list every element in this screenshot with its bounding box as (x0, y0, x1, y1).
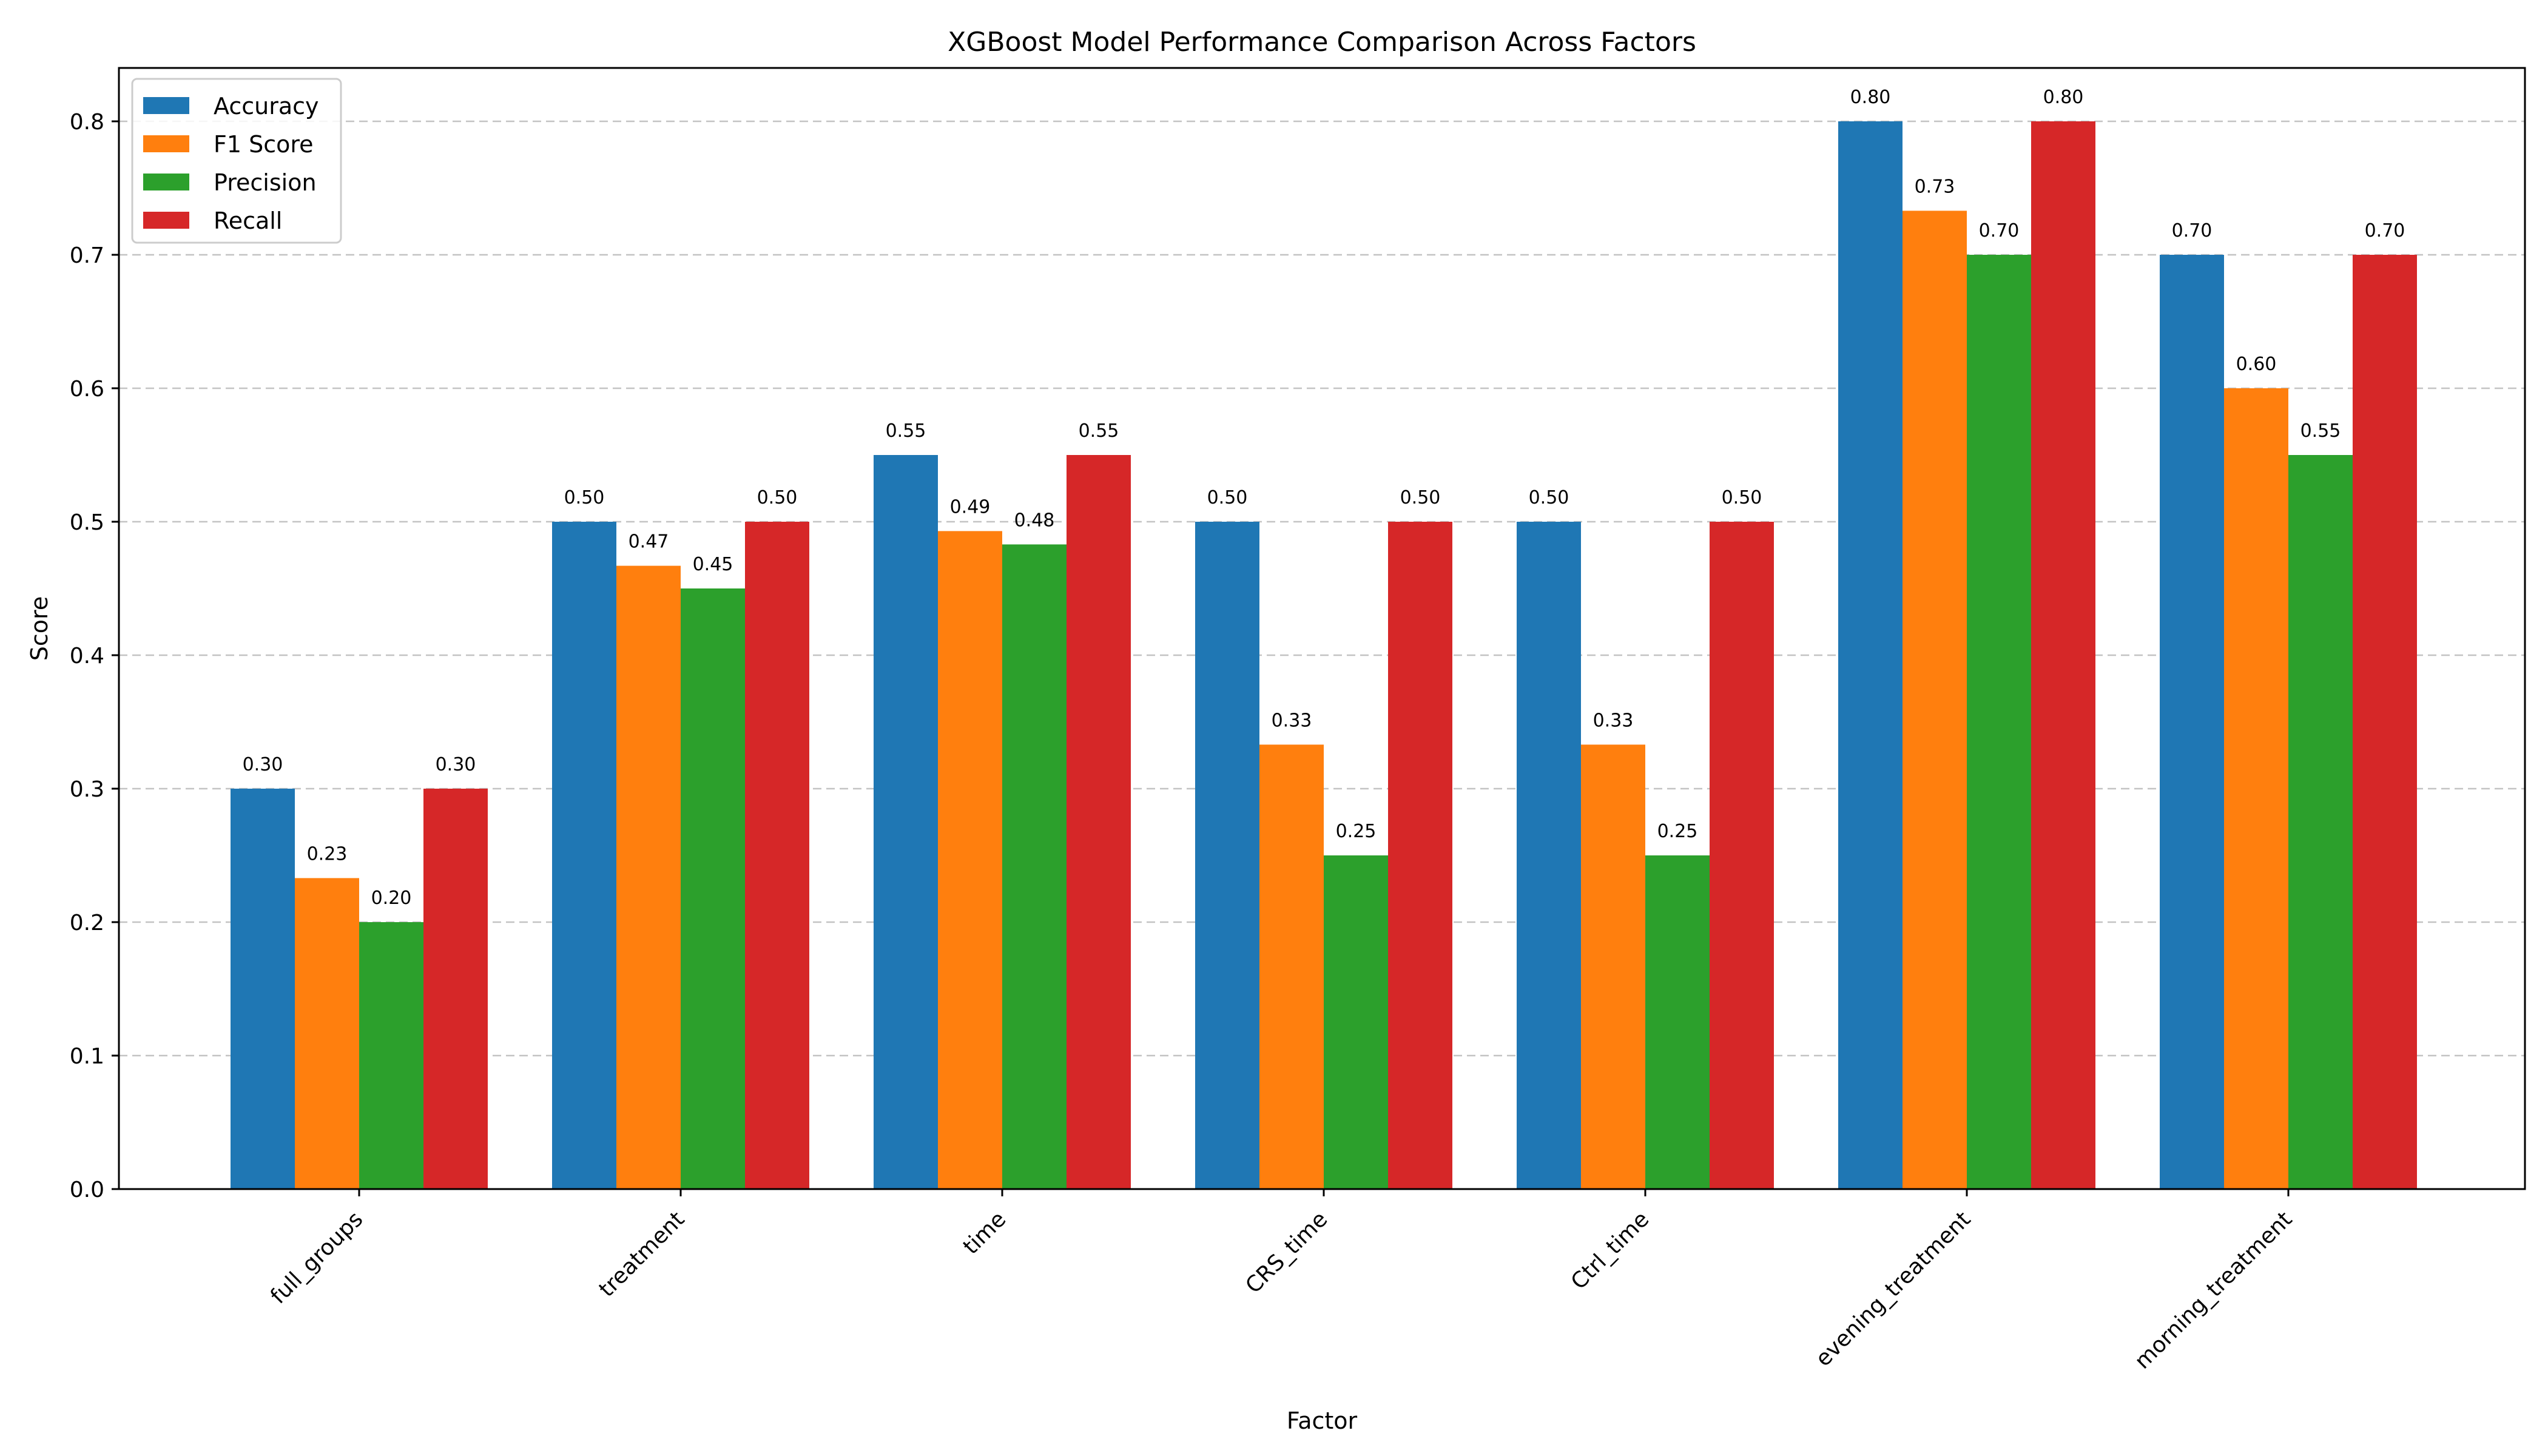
data-label: 0.50 (1529, 487, 1569, 508)
y-tick-label: 0.1 (70, 1044, 104, 1069)
data-label: 0.50 (1207, 487, 1248, 508)
data-label: 0.50 (1400, 487, 1441, 508)
bar (1324, 855, 1388, 1189)
data-label: 0.50 (757, 487, 798, 508)
data-label: 0.47 (629, 531, 669, 553)
data-label: 0.80 (1850, 87, 1891, 108)
chart-title: XGBoost Model Performance Comparison Acr… (948, 27, 1696, 58)
bar (1195, 522, 1259, 1189)
bar (1259, 744, 1324, 1189)
data-label: 0.50 (1722, 487, 1762, 508)
bar (2353, 255, 2417, 1189)
data-label: 0.33 (1593, 710, 1634, 731)
bar (2160, 255, 2224, 1189)
bar (1388, 522, 1452, 1189)
data-label: 0.33 (1272, 710, 1312, 731)
data-label: 0.70 (2365, 220, 2405, 241)
bar (1581, 744, 1645, 1189)
legend-label: Recall (214, 207, 282, 234)
bars (231, 121, 2417, 1189)
legend: Accuracy F1 Score Precision Recall (131, 78, 342, 244)
data-label: 0.60 (2236, 354, 2277, 375)
legend-label: F1 Score (214, 131, 314, 158)
legend-swatch (143, 135, 189, 152)
legend-swatch (143, 97, 189, 114)
bar (616, 565, 681, 1189)
y-axis: 0.0 0.1 0.2 0.3 0.4 0.5 0.6 0.7 0.8 (70, 110, 119, 1202)
bar (1838, 121, 1903, 1189)
legend-swatch (143, 212, 189, 229)
plot-frame (118, 67, 2526, 1190)
legend-box (131, 78, 342, 244)
data-label: 0.55 (886, 420, 926, 442)
bar (681, 588, 745, 1189)
bar (1067, 455, 1131, 1189)
data-label: 0.80 (2043, 87, 2084, 108)
data-label: 0.30 (436, 754, 476, 775)
data-label: 0.25 (1657, 821, 1698, 842)
bar (1002, 544, 1067, 1189)
bar (2031, 121, 2095, 1189)
bar (2224, 388, 2288, 1189)
data-labels: 0.30 0.23 0.20 0.30 0.50 0.47 0.45 0.50 0.55 0.49… (243, 87, 2405, 909)
bar (1967, 255, 2031, 1189)
data-label: 0.50 (564, 487, 605, 508)
data-label: 0.73 (1915, 176, 1955, 197)
y-tick-label: 0.6 (70, 377, 104, 402)
x-axis-label: Factor (1287, 1407, 1358, 1434)
data-label: 0.55 (2300, 420, 2341, 442)
y-tick-label: 0.0 (70, 1178, 104, 1202)
data-label: 0.23 (307, 843, 348, 864)
bar (359, 922, 423, 1189)
y-tick-label: 0.3 (70, 777, 104, 802)
bar (1903, 211, 1967, 1189)
data-label: 0.25 (1336, 821, 1377, 842)
bar (938, 531, 1002, 1189)
data-label: 0.70 (1979, 220, 2020, 241)
data-label: 0.49 (950, 496, 991, 517)
data-label: 0.55 (1079, 420, 1119, 442)
legend-label: Accuracy (214, 93, 319, 120)
y-tick-label: 0.5 (70, 510, 104, 535)
bar (552, 522, 616, 1189)
data-label: 0.48 (1014, 510, 1055, 531)
y-tick-label: 0.4 (70, 644, 104, 669)
y-axis-label: Score (26, 596, 53, 661)
bar (231, 789, 295, 1189)
y-tick-label: 0.8 (70, 110, 104, 135)
y-tick-label: 0.7 (70, 243, 104, 268)
bar (1517, 522, 1581, 1189)
data-label: 0.20 (371, 888, 412, 909)
bar (745, 522, 809, 1189)
bar (874, 455, 938, 1189)
data-label: 0.70 (2172, 220, 2213, 241)
bar (2288, 455, 2353, 1189)
legend-label: Precision (214, 169, 317, 196)
data-label: 0.45 (693, 554, 733, 575)
bar (423, 789, 488, 1189)
bar (1710, 522, 1774, 1189)
legend-swatch (143, 174, 189, 190)
data-label: 0.30 (243, 754, 283, 775)
bar (295, 878, 359, 1189)
y-tick-label: 0.2 (70, 911, 104, 935)
bar (1645, 855, 1710, 1189)
